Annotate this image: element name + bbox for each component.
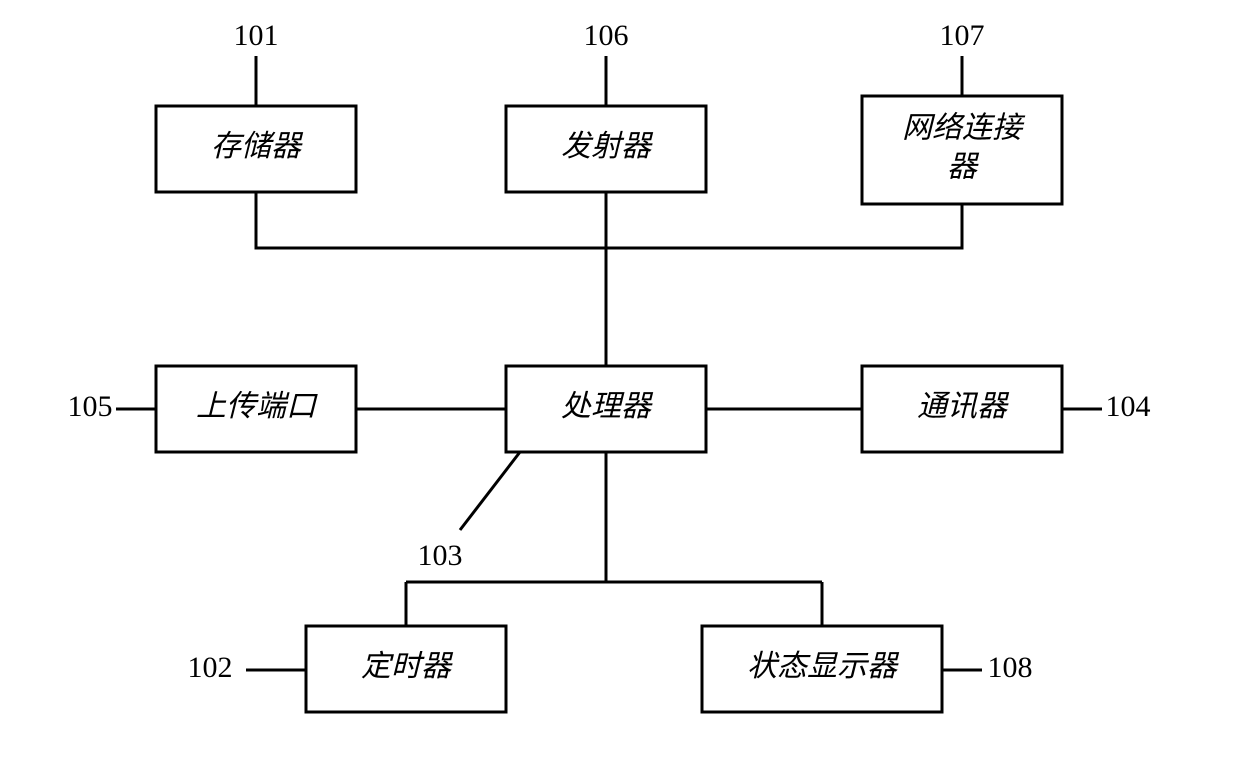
block-diagram: 存储器 101 发射器 106 网络连接器 107 上传端口 105 处理器 103 通讯器 104 定… (0, 0, 1240, 770)
label-netconn: 器 (947, 150, 980, 183)
label-upload: 上传端口 (196, 390, 318, 423)
refnum-status: 108 (988, 651, 1033, 684)
label-status: 状态显示器 (747, 650, 900, 683)
label-storage: 存储器 (211, 130, 304, 163)
refnum-storage: 101 (234, 19, 279, 52)
wire-top-bus (256, 192, 962, 248)
label-netconn: 网络连接 (902, 111, 1026, 144)
refnum-comm: 104 (1106, 390, 1151, 423)
refnum-processor: 103 (418, 539, 463, 572)
label-processor: 处理器 (561, 390, 654, 423)
lead-processor (460, 452, 520, 530)
refnum-upload: 105 (68, 390, 113, 423)
label-comm: 通讯器 (917, 390, 1010, 423)
refnum-timer: 102 (188, 651, 233, 684)
refnum-netconn: 107 (940, 19, 985, 52)
label-emitter: 发射器 (561, 130, 654, 163)
label-timer: 定时器 (361, 650, 454, 683)
refnum-emitter: 106 (584, 19, 629, 52)
